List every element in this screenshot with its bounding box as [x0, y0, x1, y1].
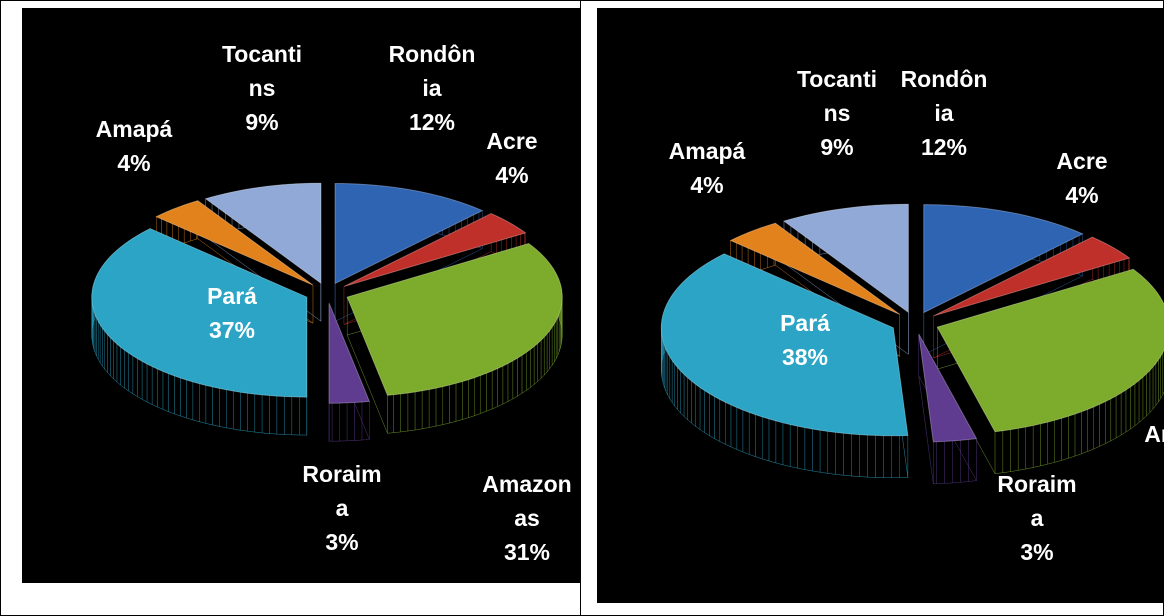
data-label: Acre 4% [1036, 144, 1128, 212]
value-label: 12% [408, 109, 456, 135]
pie-chart [660, 203, 1164, 485]
category-label: Roraima [997, 471, 1077, 531]
slice [933, 236, 1131, 317]
category-label: Acre [1056, 148, 1108, 174]
slice [729, 222, 900, 315]
data-label: Tocantins 9% [791, 62, 883, 164]
category-label: Acre [486, 128, 538, 154]
value-label: 37% [208, 317, 256, 343]
slice [334, 183, 484, 285]
value-label: 3% [1020, 539, 1054, 565]
slice [936, 268, 1164, 433]
category-label: Rondônia [388, 41, 476, 101]
slice [346, 242, 563, 396]
category-label: Rondônia [900, 66, 988, 126]
slice [343, 213, 527, 287]
slice [660, 253, 909, 437]
chart-panel: Rondônia 12% Acre 4% Amazonas 30% Roraima 3% Par… [597, 8, 1164, 603]
slice [91, 228, 308, 398]
value-label: 4% [1065, 182, 1099, 208]
value-label: 9% [245, 109, 279, 135]
category-label: Pará [207, 283, 257, 309]
category-label: Amazonas [1144, 421, 1164, 447]
cell-divider [580, 0, 581, 616]
value-label: 30% [1143, 485, 1164, 519]
value-label: 38% [781, 344, 829, 370]
category-label: Pará [780, 310, 830, 336]
category-label: Amazonas [482, 471, 572, 531]
value-label: 31% [503, 539, 551, 565]
value-label: 4% [690, 172, 724, 198]
data-label: Amazonas 31% [481, 467, 573, 569]
data-label: Amapá 4% [661, 134, 753, 202]
category-label: Tocantins [221, 41, 303, 101]
data-label: Roraima 3% [991, 467, 1083, 569]
slice [782, 203, 909, 314]
category-label: Amapá [95, 116, 173, 142]
data-label: Tocantins 9% [216, 37, 308, 139]
pie-chart [91, 182, 563, 442]
chart-panel: Rondônia 12% Acre 4% Amazonas 31% Roraima 3% Par… [22, 8, 580, 583]
slice [154, 200, 314, 286]
category-label: Roraima [302, 461, 382, 521]
data-label: Amapá 4% [88, 112, 180, 180]
value-label: 3% [325, 529, 359, 555]
value-label: 4% [117, 150, 151, 176]
data-label: Pará 37% [186, 279, 278, 347]
data-label: Acre 4% [466, 124, 558, 192]
value-label: 4% [495, 162, 529, 188]
data-label: Pará 38% [759, 306, 851, 374]
data-label: Rondônia 12% [386, 37, 478, 139]
value-label: 12% [920, 134, 968, 160]
data-label: Roraima 3% [296, 457, 388, 559]
category-label: Tocantins [796, 66, 878, 126]
category-label: Amapá [668, 138, 746, 164]
slice [328, 303, 371, 404]
slice [918, 333, 978, 443]
value-label: 9% [820, 134, 854, 160]
slice [204, 182, 322, 285]
data-label: Amazonas 30% [1143, 417, 1164, 519]
data-label: Rondônia 12% [898, 62, 990, 164]
slice [923, 204, 1084, 314]
